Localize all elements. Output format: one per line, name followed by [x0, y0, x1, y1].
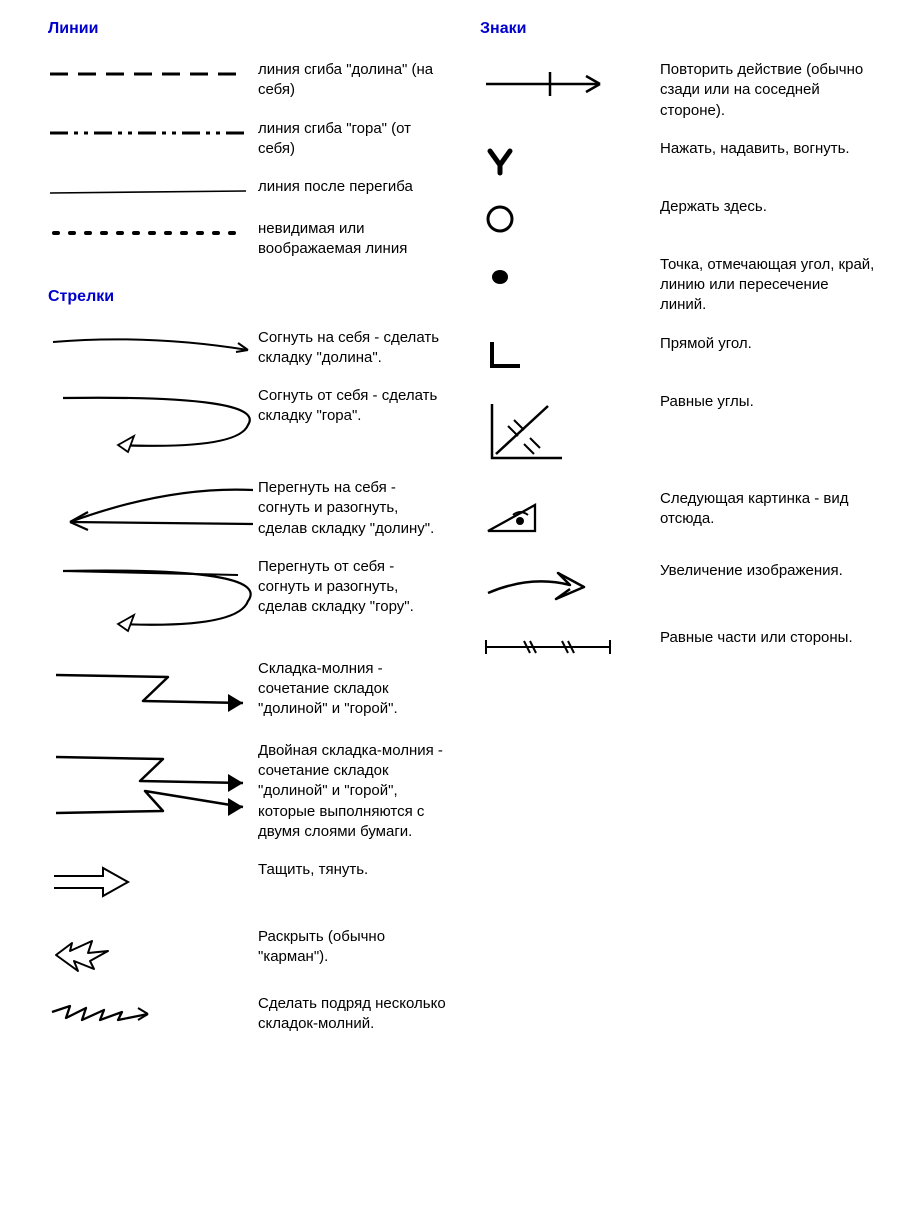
symbol-sign-push — [480, 139, 660, 179]
desc-arrow-multizig: Сделать подряд несколько складок-молний. — [258, 994, 450, 1035]
symbol-line-valley — [48, 60, 258, 84]
desc-line-mountain: линия сгиба "гора" (от себя) — [258, 119, 450, 160]
row-arrow-valley: Согнуть на себя - сделать складку "долин… — [48, 328, 450, 369]
row-sign-right-angle: Прямой угол. — [480, 334, 882, 374]
symbol-line-crease — [48, 177, 258, 201]
desc-sign-hold: Держать здесь. — [660, 197, 882, 217]
row-arrow-zigzag: Складка-молния - сочетание складок "доли… — [48, 659, 450, 723]
desc-arrow-zigzag: Складка-молния - сочетание складок "доли… — [258, 659, 450, 720]
symbol-arrow-mountain — [48, 386, 258, 460]
heading-signs: Знаки — [480, 20, 882, 38]
desc-sign-point: Точка, отмечающая угол, край, линию или … — [660, 255, 882, 316]
symbol-sign-point — [480, 255, 660, 295]
symbol-arrow-fold-unfold-mountain — [48, 557, 258, 641]
symbol-arrow-pull — [48, 860, 258, 909]
desc-sign-enlarge: Увеличение изображения. — [660, 561, 882, 581]
desc-sign-equal-angles: Равные углы. — [660, 392, 882, 412]
symbol-arrow-fold-unfold-valley — [48, 478, 258, 537]
symbol-sign-hold — [480, 197, 660, 237]
row-sign-equal-angles: Равные углы. — [480, 392, 882, 471]
row-sign-eye: Следующая картинка - вид отсюда. — [480, 489, 882, 543]
desc-sign-right-angle: Прямой угол. — [660, 334, 882, 354]
symbol-sign-eye — [480, 489, 660, 543]
row-line-crease: линия после перегиба — [48, 177, 450, 201]
symbol-sign-right-angle — [480, 334, 660, 374]
row-arrow-fold-unfold-valley: Перегнуть на себя - согнуть и разогнуть,… — [48, 478, 450, 539]
desc-arrow-fold-unfold-mountain: Перегнуть от себя - согнуть и разогнуть,… — [258, 557, 450, 618]
symbol-line-invisible — [48, 219, 258, 243]
symbol-sign-enlarge — [480, 561, 660, 610]
row-sign-equal-parts: Равные части или стороны. — [480, 628, 882, 662]
row-line-invisible: невидимая или воображаемая линия — [48, 219, 450, 260]
symbol-sign-equal-parts — [480, 628, 660, 662]
right-column: Знаки Повторить действие (обычно сзади и… — [480, 20, 882, 1053]
symbol-arrow-open — [48, 927, 258, 976]
desc-arrow-pull: Тащить, тянуть. — [258, 860, 450, 880]
row-arrow-open: Раскрыть (обычно "карман"). — [48, 927, 450, 976]
symbol-arrow-multizig — [48, 994, 258, 1028]
desc-arrow-open: Раскрыть (обычно "карман"). — [258, 927, 450, 968]
desc-sign-eye: Следующая картинка - вид отсюда. — [660, 489, 882, 530]
symbol-line-mountain — [48, 119, 258, 143]
row-sign-push: Нажать, надавить, вогнуть. — [480, 139, 882, 179]
symbol-arrow-zigzag — [48, 659, 258, 723]
row-arrow-double-zigzag: Двойная складка-молния - сочетание склад… — [48, 741, 450, 842]
row-arrow-pull: Тащить, тянуть. — [48, 860, 450, 909]
desc-arrow-valley: Согнуть на себя - сделать складку "долин… — [258, 328, 450, 369]
row-line-mountain: линия сгиба "гора" (от себя) — [48, 119, 450, 160]
desc-arrow-fold-unfold-valley: Перегнуть на себя - согнуть и разогнуть,… — [258, 478, 450, 539]
symbol-sign-equal-angles — [480, 392, 660, 471]
heading-lines: Линии — [48, 20, 450, 38]
symbol-arrow-valley — [48, 328, 258, 368]
row-sign-repeat: Повторить действие (обычно сзади или на … — [480, 60, 882, 121]
row-arrow-multizig: Сделать подряд несколько складок-молний. — [48, 994, 450, 1035]
heading-arrows: Стрелки — [48, 288, 450, 306]
symbol-arrow-double-zigzag — [48, 741, 258, 830]
desc-arrow-mountain: Согнуть от себя - сделать складку "гора"… — [258, 386, 450, 427]
row-sign-hold: Держать здесь. — [480, 197, 882, 237]
desc-line-valley: линия сгиба "долина" (на себя) — [258, 60, 450, 101]
desc-arrow-double-zigzag: Двойная складка-молния - сочетание склад… — [258, 741, 450, 842]
symbol-sign-repeat — [480, 60, 660, 104]
row-sign-point: Точка, отмечающая угол, край, линию или … — [480, 255, 882, 316]
row-sign-enlarge: Увеличение изображения. — [480, 561, 882, 610]
desc-sign-equal-parts: Равные части или стороны. — [660, 628, 882, 648]
left-column: Линии линия сгиба "долина" (на себя) лин… — [48, 20, 450, 1053]
row-arrow-mountain: Согнуть от себя - сделать складку "гора"… — [48, 386, 450, 460]
row-arrow-fold-unfold-mountain: Перегнуть от себя - согнуть и разогнуть,… — [48, 557, 450, 641]
desc-sign-push: Нажать, надавить, вогнуть. — [660, 139, 882, 159]
row-line-valley: линия сгиба "долина" (на себя) — [48, 60, 450, 101]
desc-line-crease: линия после перегиба — [258, 177, 450, 197]
desc-sign-repeat: Повторить действие (обычно сзади или на … — [660, 60, 882, 121]
desc-line-invisible: невидимая или воображаемая линия — [258, 219, 450, 260]
